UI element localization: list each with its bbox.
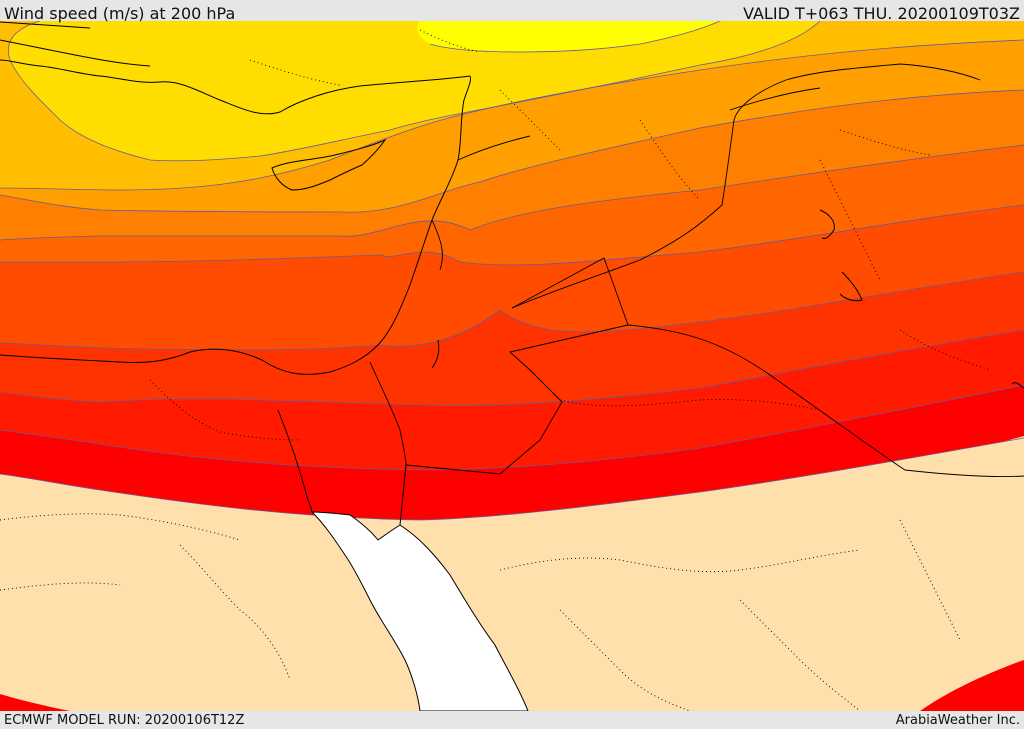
band-2 <box>8 21 820 161</box>
map-header: Wind speed (m/s) at 200 hPa VALID T+063 … <box>0 0 1024 23</box>
valid-time: VALID T+063 THU. 20200109T03Z <box>743 4 1020 23</box>
regional-borders <box>0 29 991 711</box>
wind-contours <box>0 21 1024 521</box>
political-borders <box>369 63 1024 478</box>
band-10-southwest <box>0 694 70 711</box>
map-title: Wind speed (m/s) at 200 hPa <box>4 4 236 23</box>
band-2-patch <box>130 70 220 83</box>
red-sea <box>310 511 529 711</box>
map-canvas <box>0 21 1024 711</box>
wind-speed-map[interactable] <box>0 21 1024 711</box>
map-footer: ECMWF MODEL RUN: 20200106T12Z ArabiaWeat… <box>0 711 1024 729</box>
band-10-southeast <box>920 660 1024 711</box>
land-calm-east <box>900 436 1024 470</box>
model-run-label: ECMWF MODEL RUN: 20200106T12Z <box>4 713 245 728</box>
band-1 <box>417 21 720 52</box>
credit-label: ArabiaWeather Inc. <box>895 713 1020 728</box>
coastlines <box>0 21 1024 526</box>
